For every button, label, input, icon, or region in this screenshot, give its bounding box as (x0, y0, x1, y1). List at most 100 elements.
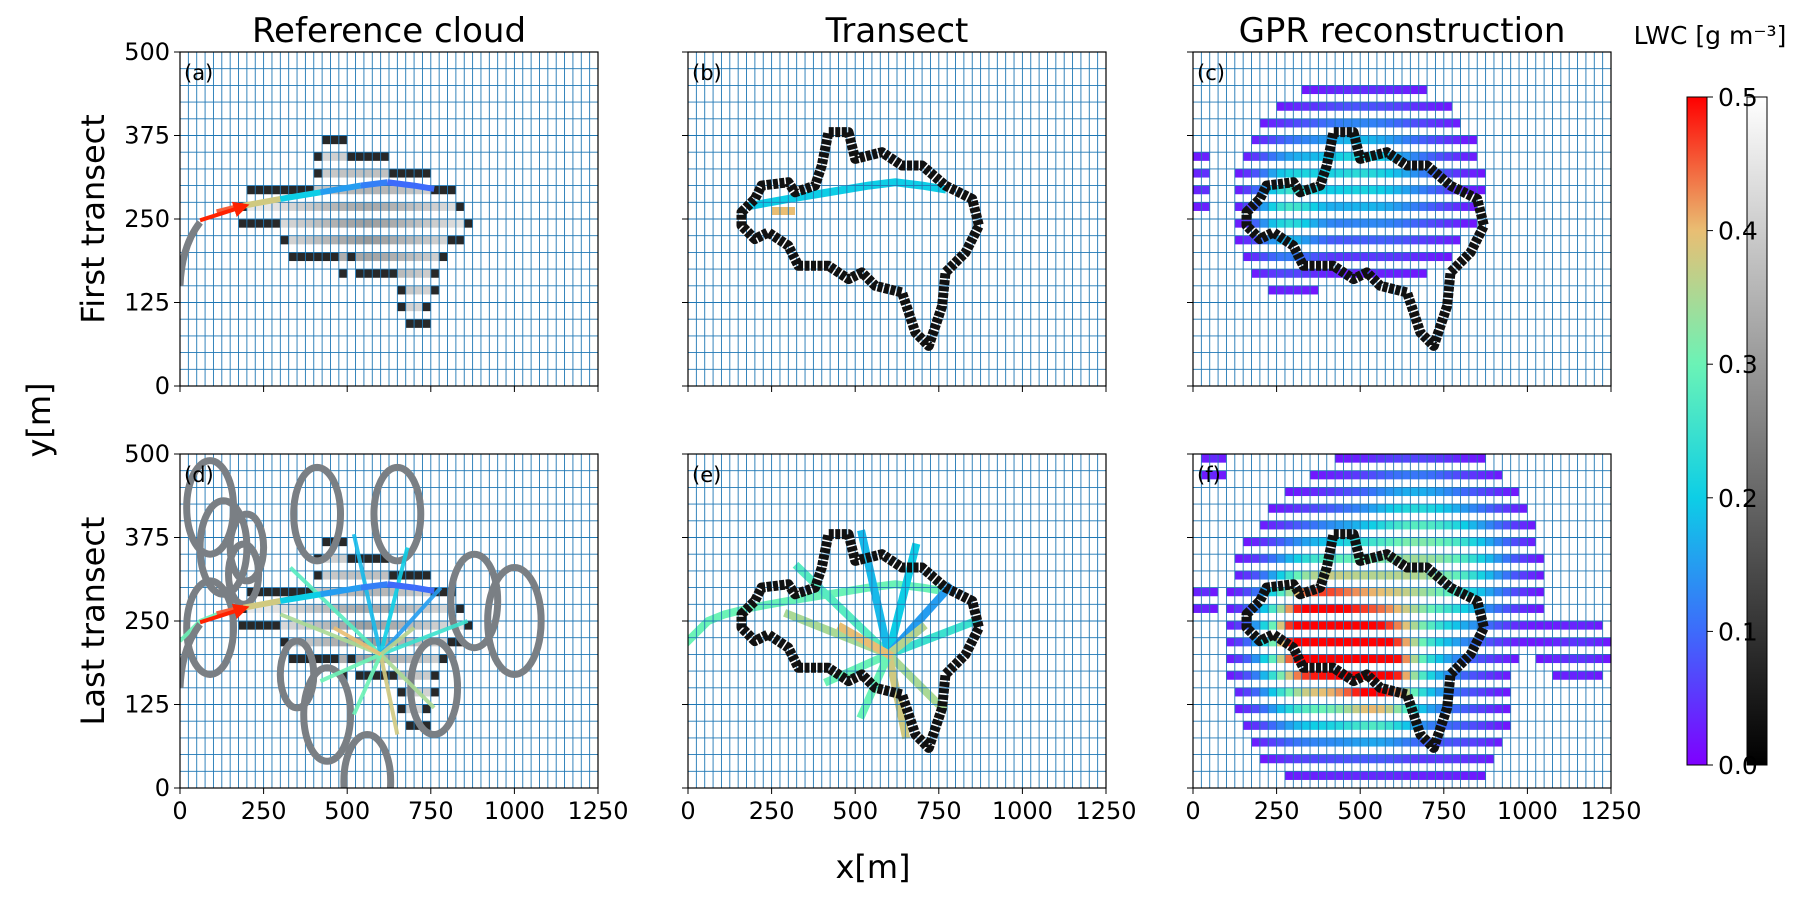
gpr-cell (1368, 604, 1377, 613)
gpr-cell (1435, 202, 1444, 211)
gpr-cell (1318, 252, 1327, 262)
gpr-cell (1226, 637, 1235, 647)
gpr-cell (1460, 152, 1469, 161)
gpr-cell (1510, 570, 1520, 580)
gpr-cell (1310, 202, 1319, 211)
gpr-cell (1368, 621, 1377, 630)
reference-cell (405, 654, 415, 664)
gpr-cell (1343, 587, 1352, 597)
reference-cell (288, 219, 298, 228)
gpr-cell (1393, 570, 1402, 580)
reference-cell (322, 202, 331, 211)
panel-letter: (b) (692, 61, 722, 85)
gpr-cell (1427, 671, 1436, 680)
gpr-cell (1310, 537, 1319, 547)
gpr-cell (1418, 118, 1428, 128)
gpr-cell (1310, 252, 1319, 262)
gpr-cell (1243, 185, 1252, 195)
reference-cell (347, 235, 356, 245)
gpr-cell (1234, 554, 1244, 563)
gpr-cell (1393, 504, 1402, 513)
gpr-cell (1493, 671, 1503, 680)
gpr-cell (1402, 454, 1411, 463)
gpr-cell (1502, 504, 1511, 513)
gpr-cell (1326, 771, 1336, 780)
gpr-cell (1276, 754, 1285, 764)
reference-cell (338, 202, 348, 211)
gpr-field (1193, 437, 1611, 780)
gpr-cell (1577, 654, 1586, 664)
reference-cell (430, 621, 440, 630)
reference-cell (380, 587, 389, 597)
gpr-cell (1468, 554, 1478, 563)
gpr-cell (1276, 570, 1285, 580)
gpr-cell (1326, 168, 1336, 178)
panel-content (180, 52, 598, 386)
gpr-cell (1360, 654, 1369, 664)
gpr-cell (1594, 671, 1603, 680)
reference-cell (288, 654, 298, 664)
gpr-cell (1368, 168, 1377, 178)
gpr-cell (1376, 454, 1386, 463)
reference-cell (389, 621, 398, 630)
gpr-cell (1326, 604, 1336, 613)
gpr-cell (1326, 235, 1336, 245)
reference-cell (338, 537, 348, 547)
gpr-cell (1602, 654, 1611, 664)
x-tick-label: 750 (408, 797, 454, 825)
gpr-cell (1493, 470, 1503, 480)
reference-cell (372, 168, 381, 178)
panel-letter: (c) (1197, 61, 1225, 85)
gpr-cell (1343, 152, 1352, 161)
gpr-cell (1259, 737, 1269, 747)
cloud-outline (1241, 127, 1489, 351)
gpr-cell (1418, 704, 1428, 714)
gpr-cell (1335, 654, 1344, 664)
gpr-cell (1460, 219, 1469, 228)
gpr-cell (1402, 737, 1411, 747)
gpr-cell (1468, 487, 1478, 497)
gpr-cell (1410, 504, 1419, 513)
reference-cell (363, 219, 373, 228)
gpr-cell (1343, 454, 1352, 463)
gpr-cell (1435, 487, 1444, 497)
gpr-cell (1360, 754, 1369, 764)
gpr-cell (1385, 504, 1394, 513)
reference-cell (322, 537, 331, 547)
gpr-cell (1351, 102, 1361, 111)
x-tick-label: 250 (1254, 797, 1300, 825)
gpr-cell (1343, 235, 1352, 245)
gpr-cell (1276, 219, 1285, 228)
colorbar-tick-label: 0.3 (1718, 350, 1758, 379)
gpr-cell (1394, 437, 1402, 446)
reference-cell (389, 671, 398, 680)
gpr-cell (1410, 754, 1419, 764)
gpr-cell (1435, 721, 1444, 730)
reference-cell (288, 185, 298, 195)
gpr-cell (1402, 437, 1410, 446)
gpr-cell (1452, 771, 1461, 780)
gpr-cell (1368, 637, 1377, 647)
gpr-cell (1234, 621, 1244, 630)
grid-lines (688, 52, 1106, 386)
gpr-cell (1402, 754, 1411, 764)
gpr-cell (1427, 721, 1436, 730)
gpr-cell (1393, 235, 1402, 245)
gpr-cell (1385, 704, 1394, 714)
gpr-cell (1201, 202, 1210, 211)
gpr-cell (1452, 470, 1461, 480)
gpr-cell (1310, 704, 1319, 714)
gpr-cell (1343, 504, 1352, 513)
gpr-cell (1460, 470, 1469, 480)
reference-cell (380, 219, 389, 228)
gpr-cell (1360, 168, 1369, 178)
reference-cell (430, 604, 440, 613)
gpr-cell (1234, 219, 1244, 228)
gpr-cell (1410, 235, 1419, 245)
gpr-cell (1443, 554, 1453, 563)
reference-cell (422, 687, 431, 697)
reference-cell (414, 319, 423, 328)
gpr-cell (1385, 437, 1393, 446)
gpr-cell (1335, 470, 1344, 480)
reference-cell (397, 285, 406, 295)
